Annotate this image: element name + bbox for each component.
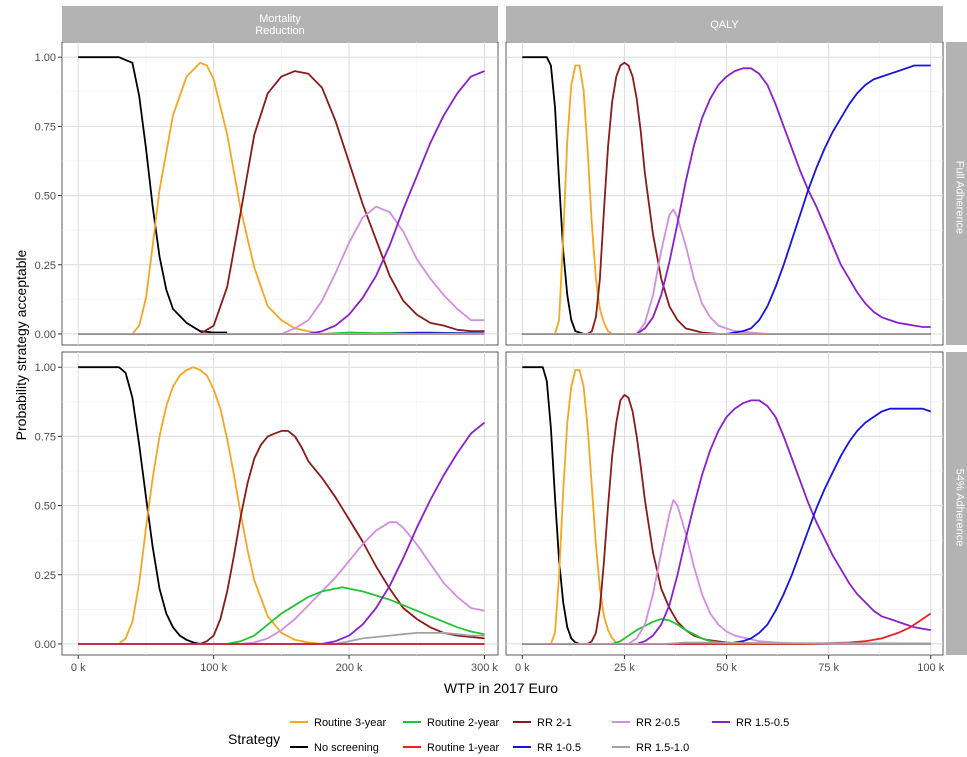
y-tick-label: 0.25 (35, 260, 56, 272)
legend-item-rr-1-5-1-0: RR 1.5-1.0 (612, 742, 689, 754)
facet-strip-label: Full Adherence (954, 161, 966, 234)
legend-title: Strategy (228, 731, 280, 747)
series-line-no-screening (78, 366, 485, 645)
panels-layer (61, 41, 944, 656)
facet-strip-label: Reduction (255, 25, 305, 37)
y-tick-label: 0.75 (35, 121, 56, 133)
facet-strip-label: Mortality (259, 13, 301, 25)
panel-54-adherence-qaly (505, 351, 944, 656)
legend-item-rr-2-0-5: RR 2-0.5 (612, 717, 680, 729)
legend-label: Routine 1-year (427, 742, 499, 754)
legend-item-rr-2-1: RR 2-1 (513, 717, 572, 729)
facet-strip-full-adherence (946, 42, 967, 345)
legend-label: RR 2-1 (537, 717, 572, 729)
legend: Strategy Routine 3-year Routine 2-year RR … (228, 717, 789, 754)
series-line-rr-1-5-0-5 (78, 70, 485, 335)
panel-full-adherence-mortality-reduction (61, 41, 499, 346)
y-tick-label: 0.50 (35, 191, 56, 203)
series-line-rr-1-5-1-0 (522, 641, 931, 645)
legend-item-routine-2-year: Routine 2-year (403, 717, 499, 729)
series-line-rr-1-5-0-5 (522, 399, 931, 645)
legend-label: Routine 3-year (314, 717, 386, 729)
series-line-routine-3-year (522, 369, 931, 645)
legend-label: RR 2-0.5 (636, 717, 680, 729)
facet-strip-mortality-reduction (62, 6, 498, 42)
legend-label: RR 1-0.5 (537, 742, 581, 754)
facet-strip-label: 54% Adherence (954, 469, 966, 547)
y-tick-label: 0.25 (35, 570, 56, 582)
series-line-routine-3-year (78, 366, 485, 645)
series-line-routine-3-year (522, 64, 931, 335)
legend-item-rr-1-0-5: RR 1-0.5 (513, 742, 581, 754)
series-line-routine-2-year (78, 586, 485, 645)
series-line-routine-3-year (78, 61, 485, 335)
facet-strip-54-adherence (946, 352, 967, 655)
y-tick-label: 0.50 (35, 501, 56, 513)
series-line-no-screening (522, 366, 931, 645)
y-tick-label: 0.75 (35, 431, 56, 443)
panel-background (505, 41, 944, 346)
x-tick-label: 0 k (515, 662, 530, 674)
legend-item-rr-1-5-0-5: RR 1.5-0.5 (712, 717, 789, 729)
y-tick-label: 1.00 (35, 52, 56, 64)
legend-label: RR 1.5-1.0 (636, 742, 689, 754)
series-line-no-screening (78, 56, 228, 334)
facet-strip-label: QALY (710, 19, 739, 31)
series-line-routine-2-year (522, 618, 931, 645)
panel-full-adherence-qaly (505, 41, 944, 346)
legend-item-routine-1-year: Routine 1-year (403, 742, 499, 754)
panel-54-adherence-mortality-reduction (61, 351, 499, 656)
series-line-rr-1-5-1-0 (78, 632, 485, 645)
legend-label: RR 1.5-0.5 (736, 717, 789, 729)
x-tick-label: 75 k (818, 662, 839, 674)
x-axis-title: WTP in 2017 Euro (444, 680, 558, 696)
panel-background (505, 351, 944, 656)
series-line-rr-2-0-5 (522, 499, 931, 645)
legend-label: No screening (314, 742, 379, 754)
x-tick-label: 200 k (336, 662, 363, 674)
series-line-rr-1-0-5 (522, 64, 931, 335)
legend-label: Routine 2-year (427, 717, 499, 729)
series-line-rr-1-5-0-5 (78, 421, 486, 645)
y-tick-label: 0.00 (35, 329, 56, 341)
series-line-rr-1-5-0-5 (522, 67, 931, 335)
series-line-rr-2-1 (78, 70, 485, 335)
y-tick-label: 1.00 (35, 362, 56, 374)
x-tick-label: 25 k (614, 662, 635, 674)
x-tick-label: 100 k (917, 662, 944, 674)
x-tick-label: 300 k (471, 662, 498, 674)
series-line-rr-2-1 (522, 394, 931, 645)
y-tick-label: 0.00 (35, 639, 56, 651)
axes-layer: 0.00 0.25 0.50 0.75 1.00 0.00 0.25 0.50 0.75 1.00… (35, 52, 945, 674)
series-line-rr-2-0-5 (78, 205, 485, 335)
legend-item-no-screening: No screening (290, 742, 379, 754)
series-line-rr-2-1 (78, 430, 485, 645)
series-line-rr-1-0-5 (522, 407, 931, 645)
series-line-rr-2-0-5 (78, 521, 485, 645)
x-tick-label: 0 k (71, 662, 86, 674)
x-tick-label: 50 k (716, 662, 737, 674)
panel-background (61, 41, 499, 346)
legend-item-routine-3-year: Routine 3-year (290, 717, 386, 729)
x-tick-label: 100 k (200, 662, 227, 674)
y-axis-title: Probability strategy acceptable (13, 249, 29, 440)
facet-strip-qaly (506, 6, 943, 42)
series-line-rr-2-1 (522, 61, 931, 335)
